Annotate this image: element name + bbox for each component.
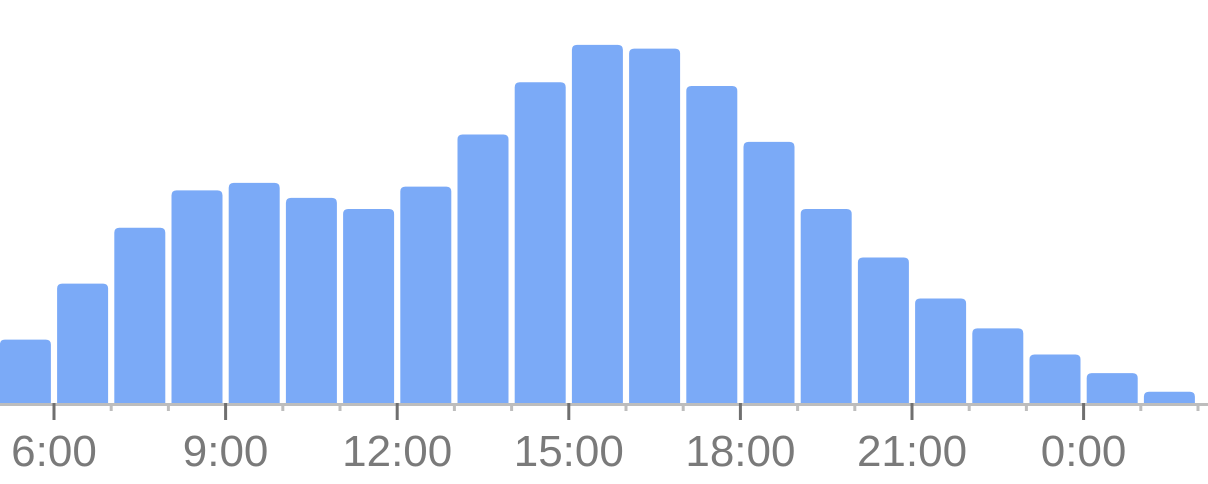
x-tick-label: 9:00 [183,427,269,476]
bar-22[interactable] [972,328,1024,403]
bar-17[interactable] [686,85,738,403]
x-tick-label: 12:00 [342,427,452,476]
bar-12[interactable] [400,186,452,403]
bar-10[interactable] [285,197,337,403]
bar-18[interactable] [743,141,795,403]
bar-9[interactable] [228,182,280,403]
x-tick-label: 15:00 [514,427,624,476]
bar-19[interactable] [800,209,852,403]
bar-11[interactable] [343,209,395,403]
x-ticks-group [52,403,1200,420]
bar-21[interactable] [915,298,967,403]
bar-7[interactable] [114,227,166,403]
bar-8[interactable] [171,190,223,403]
bar-6[interactable] [57,283,109,403]
bar-14[interactable] [514,82,566,403]
bar-20[interactable] [857,257,909,403]
x-tick-label: 18:00 [685,427,795,476]
bar-16[interactable] [629,48,681,404]
bar-1[interactable] [1143,391,1195,403]
x-tick-label: 6:00 [11,427,97,476]
bar-15[interactable] [571,44,623,404]
x-tick-label: 21:00 [857,427,967,476]
bar-13[interactable] [457,134,509,403]
x-tick-labels-group: 6:00 9:00 12:00 15:00 18:00 21:00 0:00 [11,427,1126,476]
bar-5[interactable] [0,339,51,403]
bar-0[interactable] [1086,373,1138,403]
bar-23[interactable] [1029,354,1081,403]
bars-group [0,44,1195,404]
x-tick-label: 0:00 [1041,427,1127,476]
